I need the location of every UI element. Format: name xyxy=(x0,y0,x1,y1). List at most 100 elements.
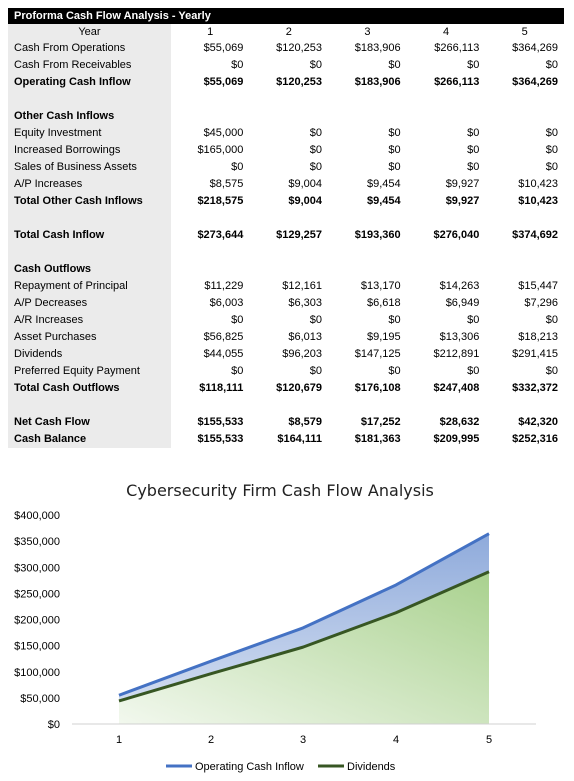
value-cell: $0 xyxy=(309,127,322,139)
value-cell: $12,161 xyxy=(282,280,322,292)
value-cell: $364,269 xyxy=(512,42,559,54)
value-cell xyxy=(171,261,250,278)
value-cell: $176,108 xyxy=(354,382,401,394)
table-row: Equity Investment $45,000 $0 $0 $0 $0 xyxy=(8,125,564,142)
value-cell: $42,320 xyxy=(518,416,559,428)
row-label: Total Cash Inflow xyxy=(8,227,171,244)
row-label: A/P Increases xyxy=(8,176,171,193)
value-cell: $0 xyxy=(231,59,244,71)
spacer-row xyxy=(8,244,564,261)
value-cell: $247,408 xyxy=(433,382,480,394)
value-cell xyxy=(485,210,564,227)
row-label: Asset Purchases xyxy=(8,329,171,346)
value-cell xyxy=(249,210,328,227)
value-cell: $0 xyxy=(467,144,480,156)
value-cell: $13,170 xyxy=(360,280,401,292)
value-cell: $0 xyxy=(545,161,559,173)
row-label: Cash Outflows xyxy=(8,261,171,278)
table-row: Asset Purchases $56,825 $6,013 $9,195 $13,30… xyxy=(8,329,564,346)
table-row: Total Cash Outflows $118,111 $120,679 $176,… xyxy=(8,380,564,397)
value-cell: $0 xyxy=(231,314,244,326)
value-cell: $332,372 xyxy=(512,382,559,394)
value-cell: $6,618 xyxy=(367,297,401,309)
value-cell: $0 xyxy=(388,314,401,326)
value-cell: $0 xyxy=(467,161,480,173)
x-tick-label: 2 xyxy=(208,734,214,746)
value-cell xyxy=(171,108,250,125)
table-row: Dividends $44,055 $96,203 $147,125 $212,891 $… xyxy=(8,346,564,363)
row-label: Net Cash Flow xyxy=(8,414,171,431)
value-cell: $212,891 xyxy=(433,348,480,360)
value-cell: $0 xyxy=(545,59,559,71)
value-cell: $374,692 xyxy=(512,229,559,241)
value-cell: $120,253 xyxy=(276,76,322,88)
value-cell: $0 xyxy=(231,365,244,377)
value-cell: $8,575 xyxy=(209,178,244,190)
value-cell xyxy=(328,210,407,227)
table-row: Sales of Business Assets $0 $0 $0 $0 $0 xyxy=(8,159,564,176)
y-axis-labels: $0 $50,000 $100,000 $150,000 $200,000 $250,00… xyxy=(14,510,60,731)
value-cell xyxy=(485,244,564,261)
value-cell xyxy=(171,397,250,414)
row-label: Increased Borrowings xyxy=(8,142,171,159)
x-axis-labels: 1 2 3 4 5 xyxy=(116,734,492,746)
year-cell: 4 xyxy=(442,26,450,38)
value-cell: $252,316 xyxy=(512,433,559,445)
value-cell: $14,263 xyxy=(439,280,480,292)
value-cell: $0 xyxy=(309,59,322,71)
value-cell: $0 xyxy=(231,161,244,173)
y-tick-label: $250,000 xyxy=(14,588,60,600)
value-cell: $120,679 xyxy=(276,382,322,394)
table-body: Cash From Operations $55,069 $120,253 $183,… xyxy=(8,40,564,448)
value-cell: $9,927 xyxy=(445,195,480,207)
y-tick-label: $200,000 xyxy=(14,615,60,627)
value-cell: $0 xyxy=(545,127,559,139)
chart-legend: Operating Cash Inflow Dividends xyxy=(166,761,396,773)
value-cell: $55,069 xyxy=(203,42,244,54)
year-cell: 1 xyxy=(207,26,214,38)
value-cell: $9,004 xyxy=(288,178,322,190)
row-label: Equity Investment xyxy=(8,125,171,142)
value-cell: $11,229 xyxy=(204,280,244,292)
value-cell xyxy=(171,210,250,227)
value-cell xyxy=(249,261,328,278)
row-label: Total Cash Outflows xyxy=(8,380,171,397)
value-cell: $364,269 xyxy=(512,76,559,88)
y-tick-label: $100,000 xyxy=(14,667,60,679)
year-header-row: Year 1 2 3 4 5 xyxy=(8,24,564,40)
value-cell: $0 xyxy=(467,127,480,139)
value-cell: $273,644 xyxy=(197,229,244,241)
value-cell: $0 xyxy=(545,144,559,156)
section-header-row: Cash Outflows xyxy=(8,261,564,278)
x-tick-label: 5 xyxy=(486,734,492,746)
section-header-row: Other Cash Inflows xyxy=(8,108,564,125)
y-tick-label: $150,000 xyxy=(14,641,60,653)
value-cell: $8,579 xyxy=(288,416,322,428)
year-cell: 2 xyxy=(285,26,292,38)
value-cell xyxy=(407,244,486,261)
value-cell: $6,013 xyxy=(288,331,322,343)
value-cell: $129,257 xyxy=(276,229,322,241)
value-cell xyxy=(407,397,486,414)
value-cell xyxy=(407,91,486,108)
value-cell: $218,575 xyxy=(197,195,244,207)
value-cell: $9,004 xyxy=(288,195,322,207)
value-cell xyxy=(328,397,407,414)
value-cell: $155,533 xyxy=(197,433,244,445)
x-tick-label: 3 xyxy=(300,734,306,746)
row-label: Cash From Receivables xyxy=(8,57,171,74)
value-cell: $0 xyxy=(388,127,401,139)
row-label: Other Cash Inflows xyxy=(8,108,171,125)
value-cell: $9,454 xyxy=(367,195,401,207)
series-line xyxy=(118,532,490,697)
value-cell xyxy=(407,108,486,125)
row-label: A/R Increases xyxy=(8,312,171,329)
value-cell: $15,447 xyxy=(518,280,559,292)
value-cell: $0 xyxy=(309,161,322,173)
table-row: Operating Cash Inflow $55,069 $120,253 $183… xyxy=(8,74,564,91)
value-cell: $266,113 xyxy=(434,76,480,88)
value-cell: $10,423 xyxy=(518,178,559,190)
row-label xyxy=(8,91,171,108)
year-cell: 3 xyxy=(364,26,371,38)
value-cell: $18,213 xyxy=(518,331,559,343)
